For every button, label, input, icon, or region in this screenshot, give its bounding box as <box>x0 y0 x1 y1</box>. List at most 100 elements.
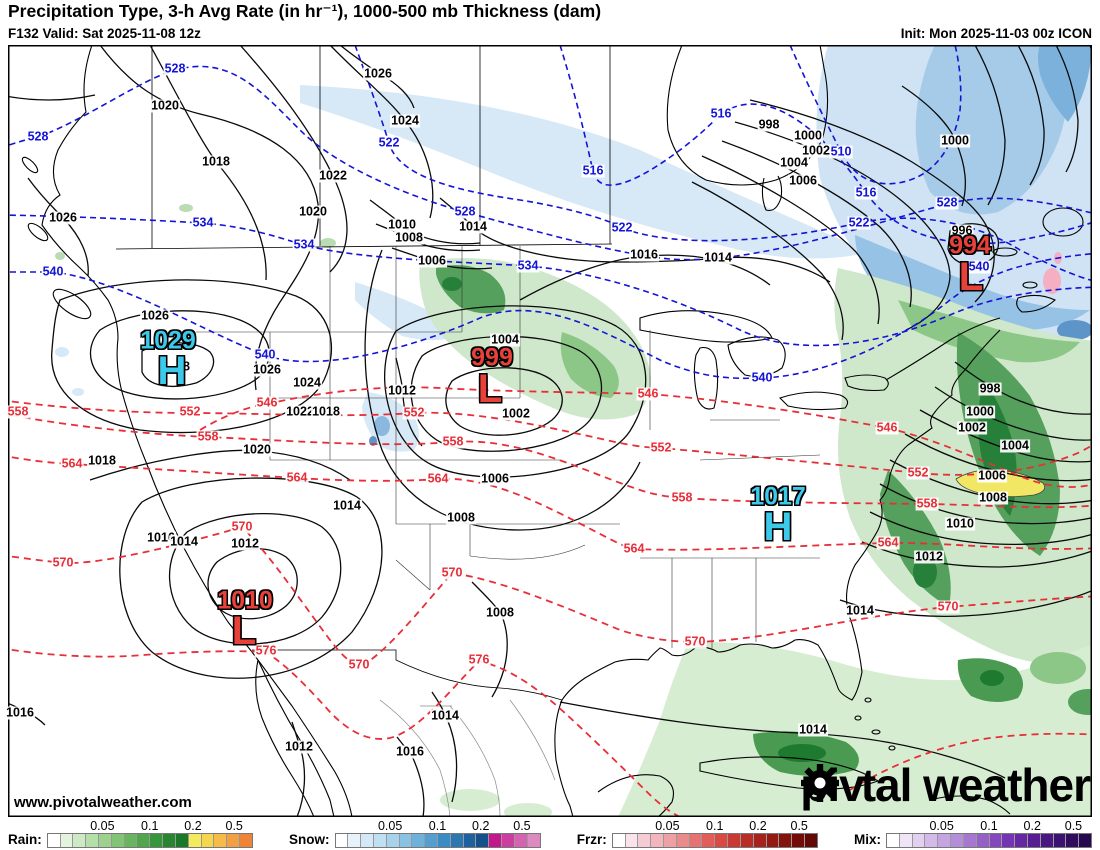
contour-label: 998 <box>757 117 781 132</box>
legend-swatch <box>612 834 626 847</box>
contour-label: 1000 <box>965 404 995 419</box>
legend-swatch <box>753 834 767 847</box>
contour-label: 570 <box>683 634 707 649</box>
contour-label: 552 <box>649 440 673 455</box>
contour-label: 540 <box>253 347 277 362</box>
legend-group-frzr: Frzr: 0.05 0.1 0.2 0.5 <box>577 818 818 850</box>
legend-swatch <box>740 834 754 847</box>
contour-label: 1026 <box>48 210 78 225</box>
legend-swatch <box>887 834 900 847</box>
contour-label: 576 <box>254 643 278 658</box>
legend-swatch <box>689 834 703 847</box>
contour-label: 546 <box>255 395 279 410</box>
header-band: Precipitation Type, 3-h Avg Rate (in hr⁻… <box>0 0 1100 44</box>
contour-label: 564 <box>426 471 450 486</box>
legend-swatch <box>925 834 939 847</box>
legend-swatch <box>239 834 252 847</box>
legend-tick: 0.5 <box>513 819 531 833</box>
contour-label: 552 <box>402 405 426 420</box>
contour-label: 1018 <box>311 404 341 419</box>
contour-label: 1004 <box>779 155 809 170</box>
contour-label: 1002 <box>501 406 531 421</box>
contour-label: 1012 <box>914 549 944 564</box>
contour-label: 1012 <box>284 739 314 754</box>
contour-label: 1020 <box>150 98 180 113</box>
legend-swatch <box>1015 834 1028 847</box>
pivotal-weather-logo: piv <box>800 762 1091 808</box>
contour-label: 1022 <box>285 404 315 419</box>
contour-label: 1020 <box>242 442 272 457</box>
contour-label: 564 <box>622 541 646 556</box>
contour-label: 540 <box>967 259 991 274</box>
legend-swatch <box>976 834 990 847</box>
legend-swatch <box>1040 834 1054 847</box>
contour-label: 1012 <box>230 536 260 551</box>
contour-label: 516 <box>709 106 733 121</box>
legend-swatch <box>792 834 805 847</box>
legend-swatch <box>702 834 716 847</box>
legend-swatch <box>163 834 176 847</box>
contour-label: 1014 <box>332 498 362 513</box>
contour-label: 1000 <box>940 133 970 148</box>
legend-label: Mix: <box>854 832 881 847</box>
legend-swatch <box>1079 834 1091 847</box>
contour-label: 1004 <box>1000 438 1030 453</box>
legend-swatch <box>175 834 189 847</box>
contour-label: 1002 <box>801 143 831 158</box>
contour-label: 540 <box>750 370 774 385</box>
legend-tick: 0.05 <box>377 819 403 833</box>
contour-label: 552 <box>178 404 202 419</box>
contour-label: 558 <box>196 429 220 444</box>
contour-label: 570 <box>347 657 371 672</box>
contour-label: 1008 <box>446 510 476 525</box>
contour-label: 1002 <box>957 420 987 435</box>
legend-swatch <box>664 834 677 847</box>
contour-label: 1006 <box>788 173 818 188</box>
legend-tick: 0.2 <box>472 819 490 833</box>
contour-label: 1024 <box>390 113 420 128</box>
contour-label: 1012 <box>387 383 417 398</box>
precip-legend: Rain: 0.05 0.1 0.2 0.5 Snow: 0.05 0.1 0.2 0.5 Frzr… <box>0 818 1100 850</box>
legend-swatch <box>386 834 400 847</box>
contour-label: 570 <box>440 565 464 580</box>
legend-tick: 0.05 <box>655 819 680 833</box>
contour-label: 570 <box>230 519 254 534</box>
legend-swatch <box>412 834 426 847</box>
valid-time-text: F132 Valid: Sat 2025-11-08 12z <box>8 26 201 41</box>
contour-label: 1014 <box>845 603 875 618</box>
contour-label: 1026 <box>363 66 393 81</box>
contour-label: 1008 <box>978 490 1008 505</box>
contour-label: 1010 <box>387 217 417 232</box>
contour-label: 576 <box>467 652 491 667</box>
contour-label: 522 <box>377 135 401 150</box>
contour-label: 516 <box>854 185 878 200</box>
contour-label: 534 <box>516 258 540 273</box>
contour-label: 998 <box>978 381 1002 396</box>
contour-label: 558 <box>915 496 939 511</box>
legend-swatch <box>476 834 490 847</box>
legend-tick: 0.2 <box>1023 819 1041 833</box>
contour-label: 558 <box>441 434 465 449</box>
legend-swatch <box>963 834 977 847</box>
legend-tick: 0.1 <box>428 819 447 833</box>
legend-swatch <box>1066 834 1080 847</box>
legend-group-mix: Mix: 0.05 0.1 0.2 0.5 <box>854 818 1092 850</box>
contour-label: 1006 <box>977 468 1007 483</box>
contour-label: 1014 <box>798 722 828 737</box>
legend-swatch <box>766 834 780 847</box>
legend-swatch <box>514 834 528 847</box>
legend-tick: 0.5 <box>790 819 808 833</box>
legend-group-rain: Rain: 0.05 0.1 0.2 0.5 <box>8 818 253 850</box>
contour-label: 1014 <box>458 219 488 234</box>
contour-label: 528 <box>935 195 959 210</box>
legend-swatch <box>150 834 164 847</box>
legend-tick: 0.5 <box>1064 819 1083 833</box>
contour-label: 528 <box>26 129 50 144</box>
contour-label: 552 <box>906 465 930 480</box>
contour-label: 516 <box>581 163 605 178</box>
contour-label: 1014 <box>169 534 199 549</box>
contour-label: 1006 <box>417 253 447 268</box>
legend-swatch <box>651 834 664 847</box>
